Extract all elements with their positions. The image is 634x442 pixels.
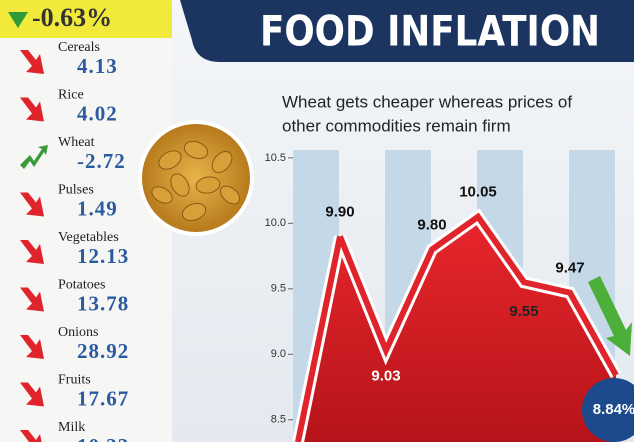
grain-image bbox=[138, 120, 254, 236]
commodity-value: 10.33 bbox=[77, 434, 129, 442]
y-tick-label: 10.5 bbox=[265, 152, 286, 164]
commodity-value: 17.67 bbox=[77, 386, 129, 410]
subtitle-line: other commodities remain firm bbox=[282, 116, 511, 135]
data-label: 9.90 bbox=[325, 203, 354, 220]
subtitle-line: Wheat gets cheaper whereas prices of bbox=[282, 92, 572, 111]
data-label: 9.55 bbox=[509, 303, 538, 320]
data-label: 9.03 bbox=[371, 367, 400, 384]
y-tick-label: 10.0 bbox=[265, 217, 286, 229]
commodity-value: -2.72 bbox=[77, 149, 126, 173]
y-tick-label: 9.5 bbox=[271, 283, 286, 295]
change: -0.63% bbox=[32, 3, 112, 32]
commodity-value: 28.92 bbox=[77, 339, 129, 363]
y-tick-label: 8.5 bbox=[271, 414, 286, 426]
commodity-value: 12.13 bbox=[77, 244, 129, 268]
data-label: 9.47 bbox=[555, 260, 584, 277]
data-label: 8.84% bbox=[593, 401, 634, 418]
y-tick-label: 9.0 bbox=[271, 348, 286, 360]
commodity-value: 4.02 bbox=[77, 101, 118, 125]
data-label: 9.80 bbox=[417, 216, 446, 233]
commodity-value: 4.13 bbox=[77, 54, 118, 78]
infographic: -0.63% FOOD INFLATION Wheat gets cheaper… bbox=[0, 0, 634, 442]
commodity-value: 1.49 bbox=[77, 196, 118, 220]
data-label: 10.05 bbox=[459, 184, 497, 201]
title: FOOD INFLATION bbox=[260, 8, 600, 56]
commodity-value: 13.78 bbox=[77, 291, 129, 315]
